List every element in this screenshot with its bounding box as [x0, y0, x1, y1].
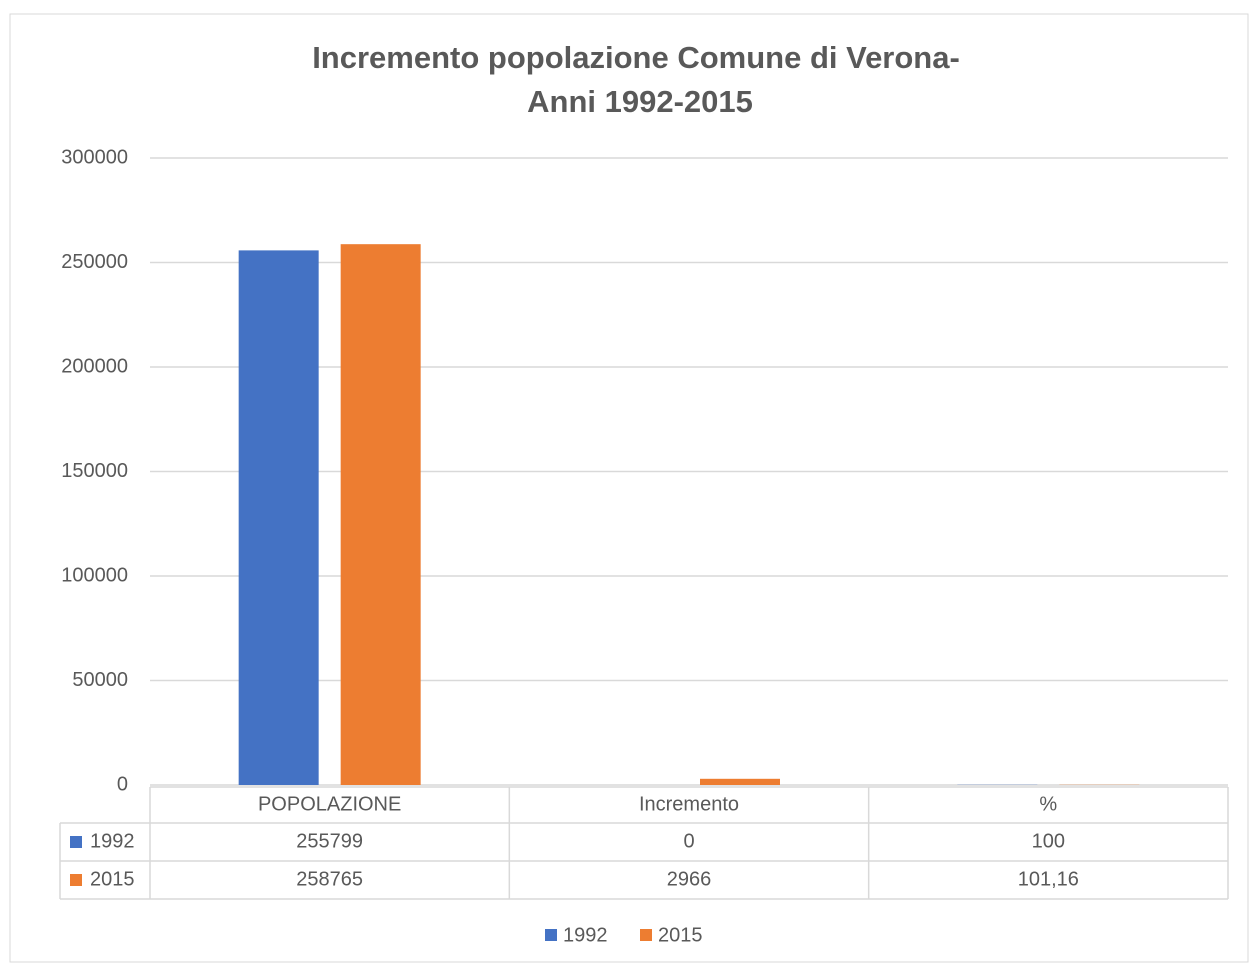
chart-title: Incremento popolazione Comune di Verona-	[312, 40, 960, 75]
legend-swatch	[545, 929, 557, 941]
table-row-label: 1992	[90, 830, 135, 852]
table-cell: 101,16	[1018, 868, 1079, 890]
bar	[340, 244, 421, 785]
bar	[700, 778, 780, 785]
table-row-label: 2015	[90, 868, 135, 890]
legend-label: 1992	[563, 924, 608, 946]
y-tick-label: 200000	[61, 355, 128, 377]
legend-label: 2015	[658, 924, 703, 946]
y-tick-label: 250000	[61, 251, 128, 273]
y-tick-label: 150000	[61, 460, 128, 482]
x-tick-label: POPOLAZIONE	[258, 793, 401, 815]
y-tick-label: 0	[117, 773, 128, 795]
table-cell: 258765	[296, 868, 363, 890]
x-tick-label: %	[1039, 793, 1057, 815]
legend-swatch	[640, 929, 652, 941]
chart-title: Anni 1992-2015	[527, 84, 753, 119]
bar	[238, 250, 319, 785]
legend-key	[70, 874, 82, 886]
table-cell: 255799	[296, 830, 363, 852]
legend-key	[70, 836, 82, 848]
x-tick-label: Incremento	[639, 793, 739, 815]
y-tick-label: 50000	[72, 669, 128, 691]
table-cell: 100	[1032, 830, 1065, 852]
chart-frame	[9, 13, 1249, 963]
table-cell: 0	[683, 830, 694, 852]
table-cell: 2966	[667, 868, 712, 890]
y-tick-label: 100000	[61, 564, 128, 586]
y-tick-label: 300000	[61, 146, 128, 168]
